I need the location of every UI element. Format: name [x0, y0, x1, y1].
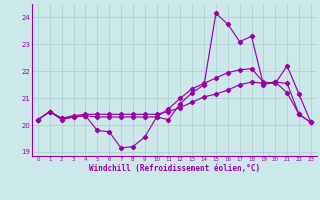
X-axis label: Windchill (Refroidissement éolien,°C): Windchill (Refroidissement éolien,°C): [89, 164, 260, 173]
